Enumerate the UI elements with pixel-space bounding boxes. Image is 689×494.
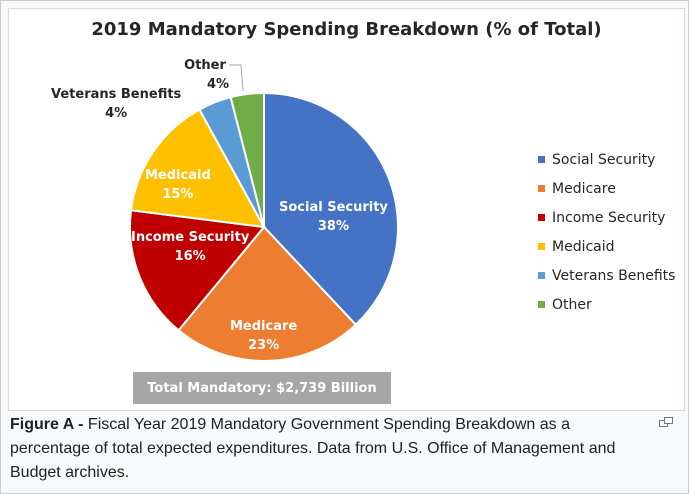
legend-label: Medicare	[552, 180, 616, 197]
slice-label-veterans-benefits: Veterans Benefits 4%	[51, 85, 181, 123]
total-mandatory-banner: Total Mandatory: $2,739 Billion	[133, 372, 391, 404]
slice-value: 15%	[162, 187, 194, 202]
pie-slice-medicaid	[129, 108, 266, 229]
legend-swatch	[538, 301, 545, 308]
chart-area[interactable]: 2019 Mandatory Spending Breakdown (% of …	[8, 8, 685, 411]
pie-slice-income-security	[129, 209, 266, 332]
figure-caption: Figure A - Fiscal Year 2019 Mandatory Go…	[10, 413, 650, 485]
slice-value: 38%	[317, 219, 350, 234]
legend-swatch	[538, 156, 545, 163]
slice-name: Social Security	[279, 200, 388, 215]
legend-swatch	[538, 185, 545, 192]
slice-name: Income Security	[131, 230, 250, 245]
legend-label: Veterans Benefits	[552, 267, 676, 284]
legend-label: Other	[552, 296, 592, 313]
legend-swatch	[538, 243, 545, 250]
slice-name: Medicaid	[145, 168, 211, 183]
other-leader-line	[229, 64, 244, 92]
slice-label-other: Other 4%	[181, 56, 229, 94]
legend-item: Medicare	[538, 174, 675, 203]
legend-item: Income Security	[538, 203, 675, 232]
slice-value: 4%	[105, 106, 128, 121]
slice-name: Other	[184, 58, 226, 73]
slice-label-income-security: Income Security 16%	[131, 228, 249, 266]
legend-item: Medicaid	[538, 232, 675, 261]
pie-slice-social-security	[263, 91, 399, 327]
slice-name: Veterans Benefits	[51, 87, 182, 102]
legend: Social Security Medicare Income Security…	[538, 145, 675, 319]
pie-slice-medicare	[177, 225, 358, 362]
slice-label-medicaid: Medicaid 15%	[145, 166, 211, 204]
legend-item: Veterans Benefits	[538, 261, 675, 290]
legend-item: Social Security	[538, 145, 675, 174]
slice-label-medicare: Medicare 23%	[230, 317, 297, 355]
legend-label: Income Security	[552, 209, 666, 226]
enlarge-icon[interactable]	[659, 417, 673, 427]
slice-value: 16%	[174, 249, 206, 264]
chart-title: 2019 Mandatory Spending Breakdown (% of …	[91, 19, 602, 40]
legend-label: Social Security	[552, 151, 656, 168]
legend-swatch	[538, 214, 545, 221]
caption-label: Figure A -	[10, 416, 84, 433]
pie-slice-other	[229, 91, 265, 228]
legend-swatch	[538, 272, 545, 279]
legend-item: Other	[538, 290, 675, 319]
caption-text: Fiscal Year 2019 Mandatory Government Sp…	[10, 416, 616, 481]
slice-name: Medicare	[230, 319, 298, 334]
slice-value: 4%	[207, 77, 230, 92]
slice-label-social-security: Social Security 38%	[279, 198, 388, 236]
pie-chart	[129, 64, 399, 362]
slice-value: 23%	[248, 338, 280, 353]
legend-label: Medicaid	[552, 238, 615, 255]
